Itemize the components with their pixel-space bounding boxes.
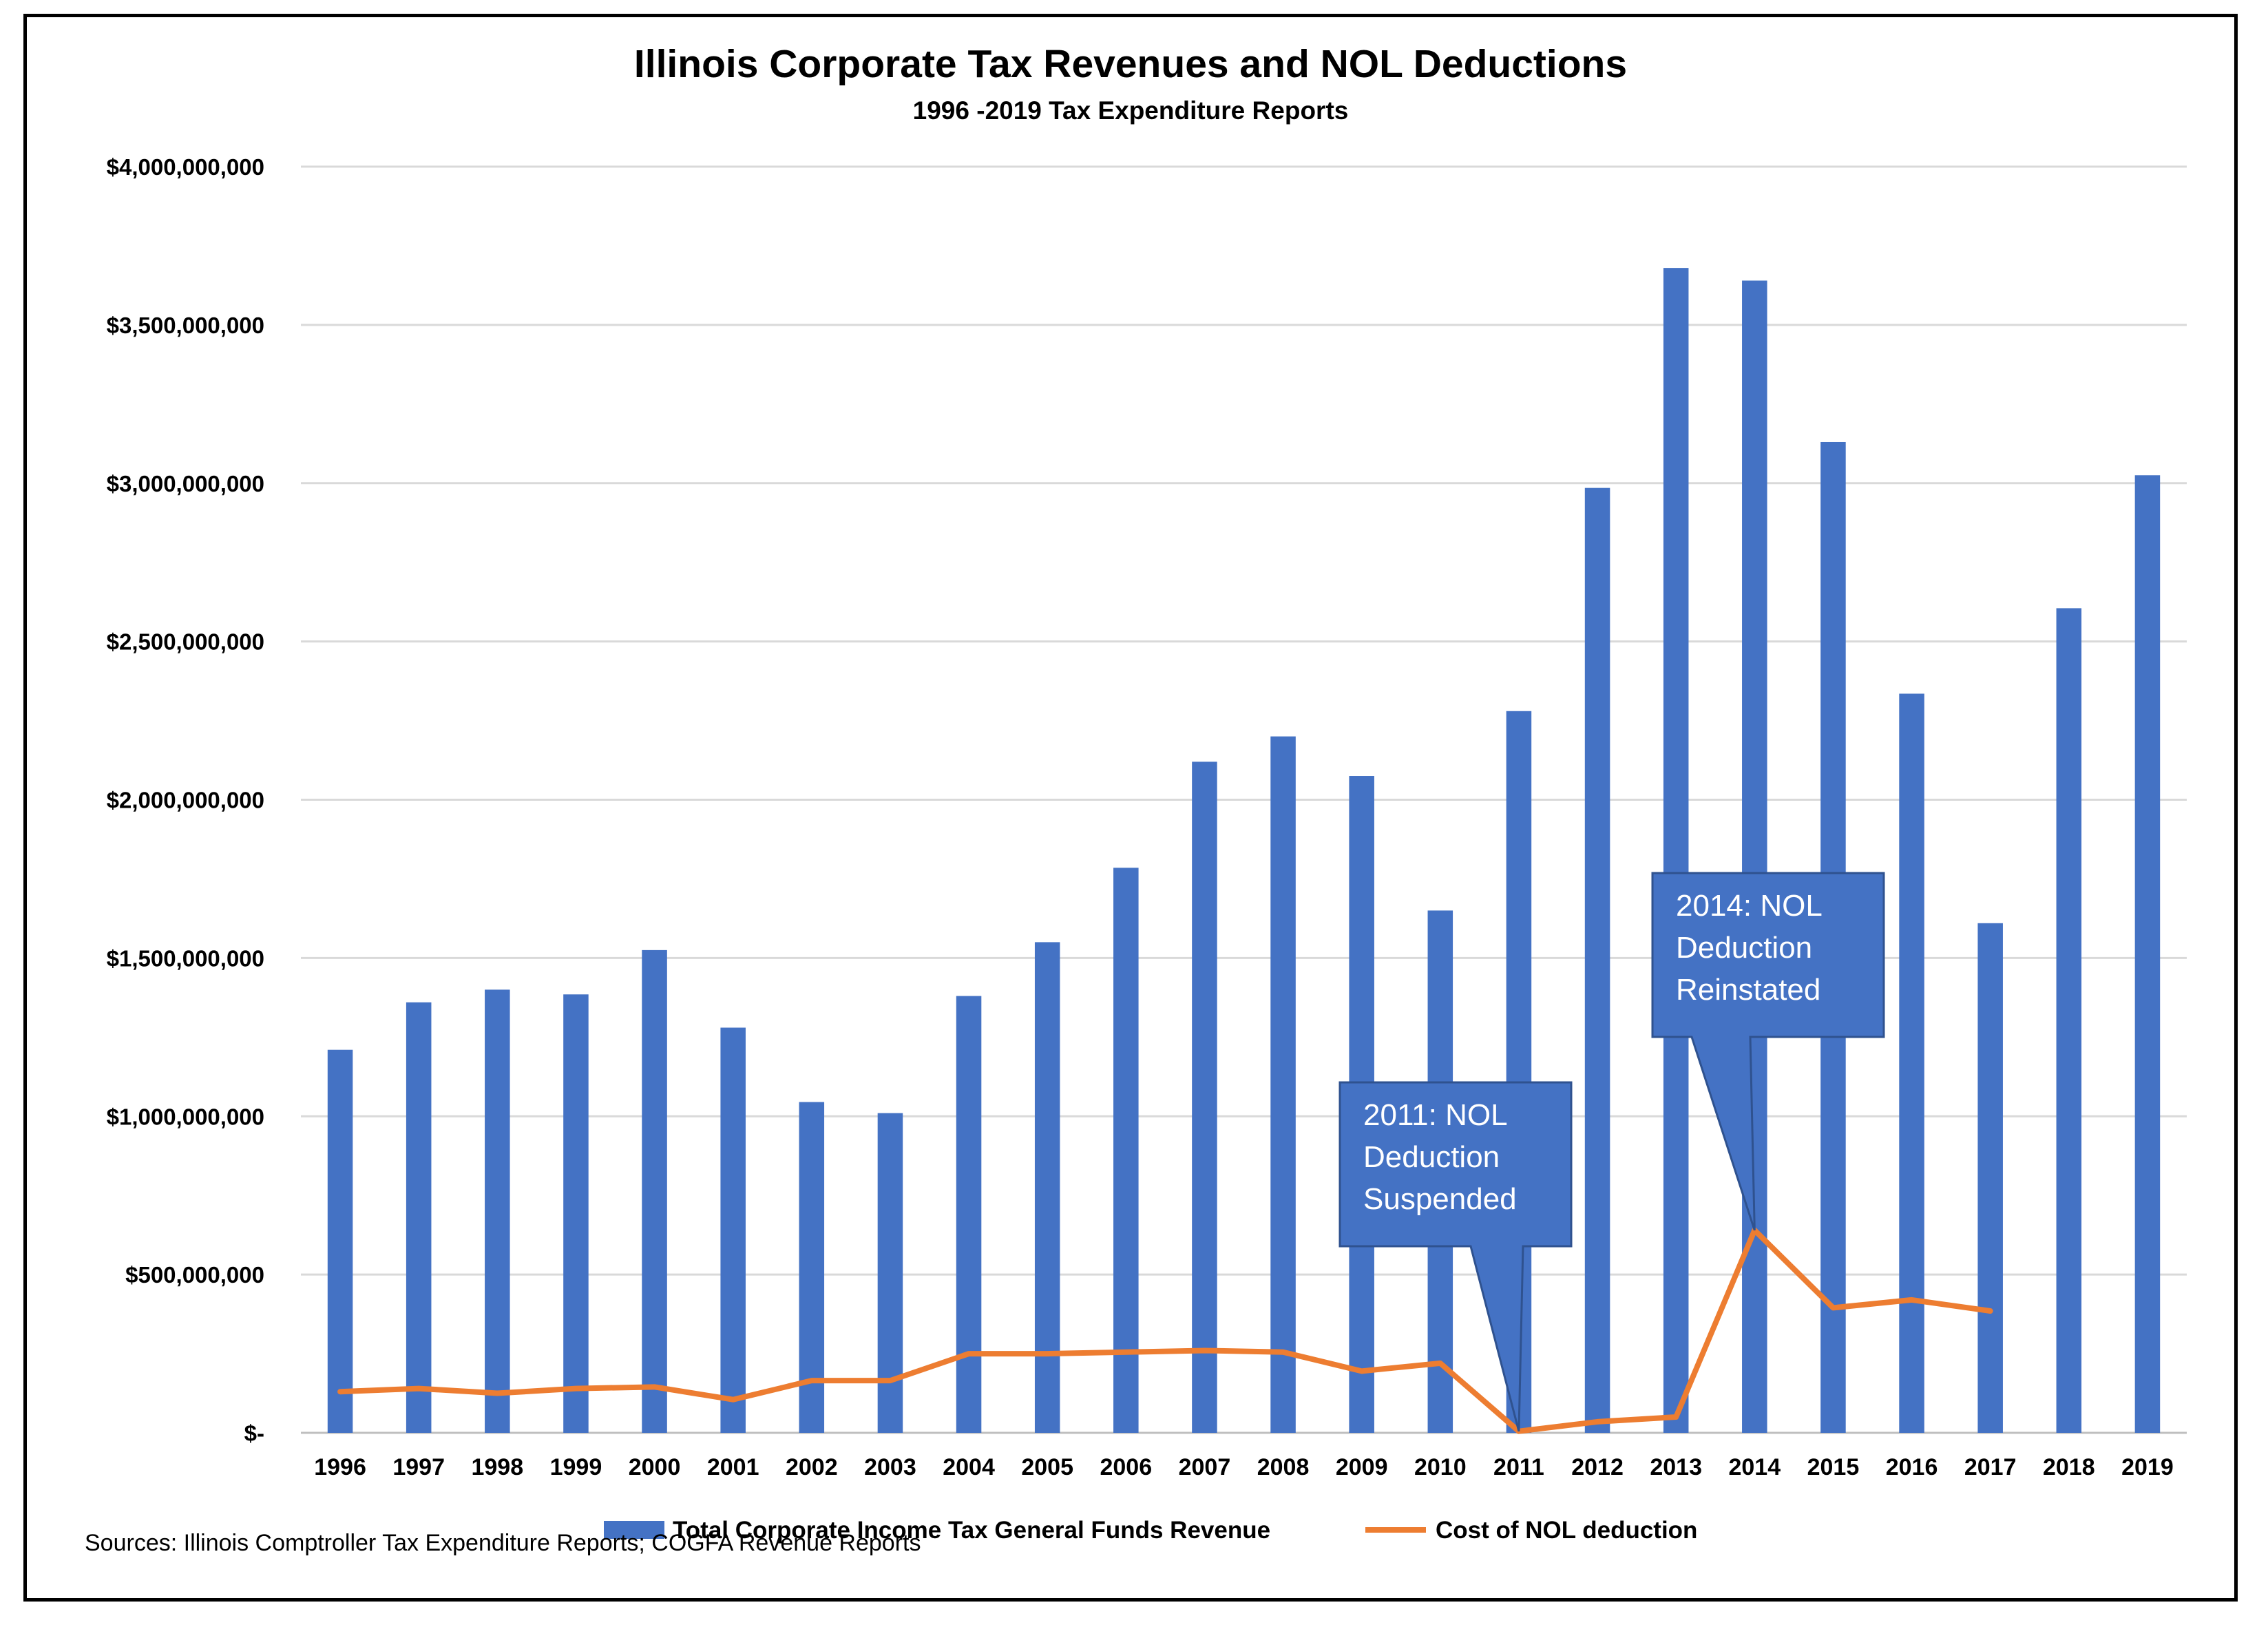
bar (1977, 923, 2003, 1433)
bar (877, 1113, 903, 1433)
legend-label-nol: Cost of NOL deduction (1436, 1517, 1697, 1544)
line-series (337, 1227, 1993, 1434)
legend-swatch-revenue (604, 1521, 664, 1539)
y-axis-ticks: $- $500,000,000 $1,000,000,000 $1,500,000,0… (107, 154, 264, 1446)
x-tick-label: 2003 (864, 1454, 916, 1480)
nol-cost-line (337, 1227, 1993, 1434)
bar (1584, 487, 1610, 1433)
y-tick-label: $1,000,000,000 (107, 1104, 264, 1129)
x-tick-label: 1999 (550, 1454, 602, 1480)
callout-text: Suspended (1363, 1182, 1517, 1216)
y-tick-label: $- (244, 1420, 264, 1446)
bar (1742, 280, 1767, 1433)
bar (799, 1102, 825, 1433)
bar (1899, 693, 1924, 1433)
y-tick-label: $4,000,000,000 (107, 154, 264, 180)
bar (1034, 942, 1060, 1433)
chart-title: Illinois Corporate Tax Revenues and NOL … (634, 42, 1627, 86)
y-tick-label: $500,000,000 (125, 1262, 264, 1288)
bar (956, 996, 982, 1433)
bar (327, 1049, 353, 1433)
callouts: 2011: NOL Deduction Suspended 2014: NOL Dedu… (1338, 872, 1885, 1432)
callout-box (1338, 1081, 1573, 1432)
callout-text: Deduction (1676, 931, 1812, 965)
bar (642, 949, 667, 1433)
x-tick-label: 2000 (629, 1454, 681, 1480)
callout-text: 2014: NOL (1676, 889, 1823, 923)
x-tick-label: 2014 (1728, 1454, 1781, 1480)
x-tick-label: 2010 (1414, 1454, 1467, 1480)
y-tick-label: $3,500,000,000 (107, 313, 264, 338)
x-tick-label: 1996 (314, 1454, 366, 1480)
callout-text: 2011: NOL (1363, 1098, 1508, 1132)
bar (720, 1027, 746, 1433)
x-tick-label: 2005 (1021, 1454, 1073, 1480)
x-tick-label: 2016 (1886, 1454, 1938, 1480)
callout-box (1651, 872, 1885, 1231)
bar (1192, 762, 1217, 1433)
callout-text: Deduction (1363, 1140, 1500, 1174)
x-axis-ticks: 1996 1997 1998 1999 2000 2001 2002 2003 2004 2005… (314, 1454, 2174, 1480)
bar (563, 994, 589, 1433)
x-tick-label: 2019 (2121, 1454, 2174, 1480)
x-tick-label: 2007 (1179, 1454, 1231, 1480)
x-tick-label: 2012 (1571, 1454, 1624, 1480)
x-tick-label: 2006 (1100, 1454, 1152, 1480)
bar (485, 989, 510, 1433)
x-tick-label: 2004 (943, 1454, 995, 1480)
chart: Illinois Corporate Tax Revenues and NOL … (85, 42, 2187, 1556)
x-tick-label: 2017 (1964, 1454, 2017, 1480)
bar (1113, 868, 1139, 1433)
gridlines (301, 165, 2187, 1434)
bar-series (327, 268, 2161, 1434)
chart-frame: Illinois Corporate Tax Revenues and NOL … (23, 14, 2238, 1602)
y-tick-label: $2,000,000,000 (107, 788, 264, 813)
callout-text: Reinstated (1676, 973, 1820, 1007)
x-tick-label: 2002 (786, 1454, 838, 1480)
x-tick-label: 1997 (392, 1454, 445, 1480)
x-tick-label: 1998 (471, 1454, 523, 1480)
x-tick-label: 2018 (2043, 1454, 2095, 1480)
x-tick-label: 2015 (1807, 1454, 1860, 1480)
x-tick-label: 2001 (707, 1454, 759, 1480)
x-tick-label: 2009 (1336, 1454, 1388, 1480)
y-tick-label: $1,500,000,000 (107, 945, 264, 971)
y-tick-label: $3,000,000,000 (107, 471, 264, 496)
bar (2056, 608, 2082, 1433)
legend-label-revenue: Total Corporate Income Tax General Funds… (673, 1517, 1270, 1544)
x-tick-label: 2008 (1257, 1454, 1310, 1480)
chart-subtitle: 1996 -2019 Tax Expenditure Reports (913, 96, 1349, 125)
bar (2134, 475, 2161, 1433)
bar (406, 1002, 432, 1433)
bar (1663, 268, 1689, 1433)
legend: Total Corporate Income Tax General Funds… (604, 1517, 1697, 1544)
x-tick-label: 2011 (1493, 1454, 1544, 1480)
bar (1270, 736, 1296, 1433)
source-note: Sources: Illinois Comptroller Tax Expend… (85, 1530, 921, 1556)
x-tick-label: 2013 (1650, 1454, 1702, 1480)
y-tick-label: $2,500,000,000 (107, 629, 264, 655)
